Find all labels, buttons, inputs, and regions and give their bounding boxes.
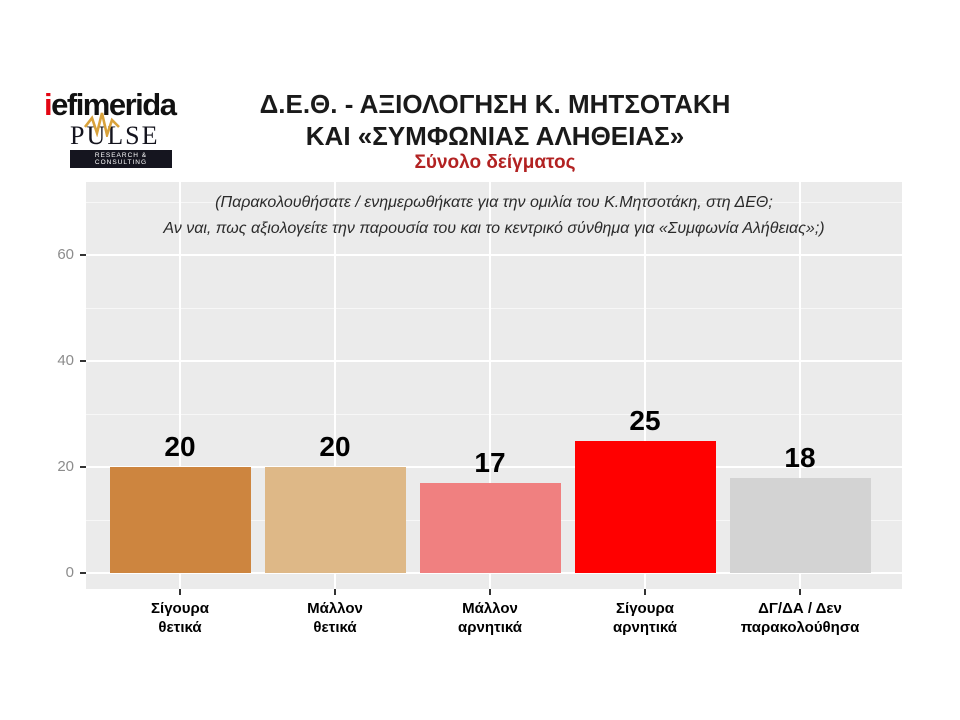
survey-question-line2: Αν ναι, πως αξιολογείτε την παρουσία του… [163, 220, 825, 237]
gridline-minor-horizontal [86, 414, 902, 415]
x-tick-label-line: παρακολούθησα [740, 619, 860, 636]
gridline-minor-horizontal [86, 308, 902, 309]
pulse-wordmark: PULSE [70, 112, 180, 150]
y-tick-label: 60 [57, 246, 74, 263]
x-tick-label: Μάλλον αρνητικά [405, 599, 575, 637]
pulse-text: PULSE [70, 121, 160, 150]
x-tick-label: ΔΓ/ΔΑ / Δεν παρακολούθησα [715, 599, 885, 637]
x-tick-label: Σίγουρα αρνητικά [560, 599, 730, 637]
y-tick-label: 20 [57, 458, 74, 475]
page-title: Δ.Ε.Θ. - ΑΞΙΟΛΟΓΗΣΗ Κ. ΜΗΤΣΟΤΑΚΗ ΚΑΙ «ΣΥ… [150, 88, 840, 152]
x-tick-label-line: θετικά [313, 619, 357, 636]
x-tick-label-line: Μάλλον [462, 600, 518, 617]
x-tick-label-line: Μάλλον [307, 600, 363, 617]
bar [264, 467, 406, 573]
bar [419, 482, 561, 573]
y-tick-label: 40 [57, 352, 74, 369]
gridline-vertical [799, 182, 801, 589]
survey-question-line1: (Παρακολουθήσατε / ενημερωθήκατε για την… [215, 194, 773, 211]
bar-value-label: 17 [474, 446, 506, 478]
x-tick-label: Μάλλον θετικά [250, 599, 420, 637]
page-title-line1: Δ.Ε.Θ. - ΑΞΙΟΛΟΓΗΣΗ Κ. ΜΗΤΣΟΤΑΚΗ [259, 89, 731, 119]
x-tick-label-line: Σίγουρα [151, 600, 209, 617]
x-axis-tick [489, 589, 491, 595]
bar-value-label: 20 [319, 431, 351, 462]
bar-value-label: 18 [784, 441, 816, 473]
x-axis-tick [179, 589, 181, 595]
x-tick-label-line: αρνητικά [613, 619, 677, 636]
gridline-vertical [489, 182, 491, 589]
iefimerida-pulse-logo: iefimerida PULSE RESEARCH & CONSULTING [44, 87, 224, 168]
x-tick-label-line: αρνητικά [458, 619, 522, 636]
y-axis-tick [80, 572, 86, 574]
gridline-major-horizontal [86, 466, 902, 468]
y-tick-label: 0 [65, 564, 74, 581]
gridline-major-horizontal [86, 572, 902, 574]
x-tick-label: Σίγουρα θετικά [95, 599, 265, 637]
x-axis-tick [644, 589, 646, 595]
x-axis-tick [799, 589, 801, 595]
bar-value-label: 25 [629, 404, 661, 436]
gridline-vertical [644, 182, 646, 589]
x-tick-label-line: θετικά [158, 619, 202, 636]
x-tick-label-line: ΔΓ/ΔΑ / Δεν [758, 600, 842, 617]
y-axis-tick [80, 360, 86, 362]
bar-value-label: 20 [164, 431, 196, 462]
bar [109, 467, 251, 573]
gridline-minor-horizontal [86, 202, 902, 203]
gridline-vertical [334, 182, 336, 589]
gridline-major-horizontal [86, 254, 902, 256]
page-subtitle: Σύνολο δείγματος [414, 152, 576, 173]
page-title-line2: ΚΑΙ «ΣΥΜΦΩΝΙΑΣ ΑΛΗΘΕΙΑΣ» [305, 121, 685, 151]
brand-initial: i [44, 87, 53, 122]
y-axis-tick [80, 466, 86, 468]
x-tick-label-line: Σίγουρα [616, 600, 674, 617]
y-axis-tick [80, 254, 86, 256]
gridline-vertical [179, 182, 181, 589]
bar [729, 477, 871, 573]
x-axis-tick [334, 589, 336, 595]
gridline-major-horizontal [86, 360, 902, 362]
pulse-tagline-bar: RESEARCH & CONSULTING [70, 150, 172, 168]
bar [574, 440, 716, 573]
